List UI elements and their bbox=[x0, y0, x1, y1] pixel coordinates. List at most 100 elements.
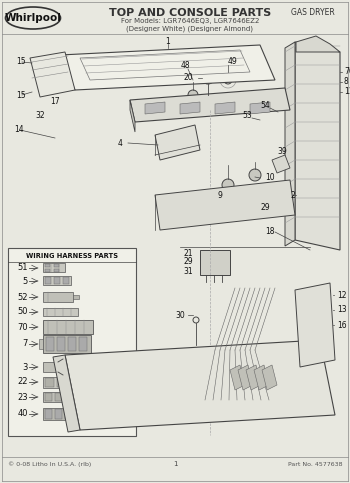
Text: 17: 17 bbox=[50, 98, 60, 106]
Polygon shape bbox=[65, 340, 335, 430]
Polygon shape bbox=[53, 355, 80, 432]
Text: 12: 12 bbox=[337, 290, 346, 299]
Bar bbox=[43, 320, 93, 334]
Polygon shape bbox=[285, 42, 295, 246]
Polygon shape bbox=[230, 365, 245, 390]
Circle shape bbox=[188, 90, 198, 100]
Polygon shape bbox=[180, 102, 200, 114]
Bar bbox=[55, 393, 62, 401]
Bar bbox=[43, 392, 73, 402]
Bar bbox=[43, 263, 65, 272]
Text: 52: 52 bbox=[18, 293, 28, 301]
Circle shape bbox=[224, 76, 232, 84]
Polygon shape bbox=[295, 283, 335, 367]
Bar bbox=[43, 408, 83, 420]
Polygon shape bbox=[215, 102, 235, 114]
Text: 29: 29 bbox=[260, 203, 270, 213]
Text: 9: 9 bbox=[217, 190, 222, 199]
Bar bbox=[43, 292, 73, 302]
Bar bbox=[57, 378, 66, 387]
Text: 53: 53 bbox=[242, 111, 252, 119]
Text: GAS DRYER: GAS DRYER bbox=[291, 8, 335, 17]
Text: © 0-08 Litho In U.S.A. (rlb): © 0-08 Litho In U.S.A. (rlb) bbox=[8, 461, 91, 467]
Text: (Designer White) (Designer Almond): (Designer White) (Designer Almond) bbox=[126, 26, 253, 32]
Bar bbox=[43, 335, 91, 353]
Polygon shape bbox=[295, 42, 340, 250]
Bar bbox=[39, 339, 43, 349]
Text: 48: 48 bbox=[180, 60, 190, 70]
Polygon shape bbox=[250, 102, 270, 114]
Text: 4: 4 bbox=[118, 139, 122, 147]
Text: 20: 20 bbox=[183, 73, 193, 83]
Bar bbox=[43, 276, 71, 285]
Polygon shape bbox=[155, 180, 295, 230]
Text: 16: 16 bbox=[337, 321, 346, 329]
Text: 7: 7 bbox=[23, 340, 28, 349]
Polygon shape bbox=[60, 45, 275, 90]
Text: 51: 51 bbox=[18, 264, 28, 272]
Polygon shape bbox=[296, 36, 340, 52]
Bar bbox=[45, 269, 50, 272]
Text: 13: 13 bbox=[337, 306, 346, 314]
Text: 15: 15 bbox=[16, 90, 26, 99]
Bar bbox=[46, 337, 54, 351]
Circle shape bbox=[249, 169, 261, 181]
Text: 2: 2 bbox=[290, 190, 295, 199]
Text: WIRING HARNESS PARTS: WIRING HARNESS PARTS bbox=[26, 253, 118, 259]
Text: 21: 21 bbox=[183, 248, 193, 257]
Text: 8: 8 bbox=[344, 77, 349, 86]
Bar bbox=[73, 295, 79, 299]
Text: 18: 18 bbox=[265, 227, 275, 237]
Bar bbox=[43, 308, 78, 316]
Polygon shape bbox=[30, 52, 75, 97]
Bar bbox=[54, 269, 59, 272]
Text: 40: 40 bbox=[18, 410, 28, 418]
Bar bbox=[57, 337, 65, 351]
Text: 50: 50 bbox=[18, 308, 28, 316]
Text: 11: 11 bbox=[344, 87, 350, 97]
Text: 54: 54 bbox=[260, 100, 270, 110]
Text: 49: 49 bbox=[228, 57, 238, 67]
Bar bbox=[65, 409, 72, 419]
Text: TOP AND CONSOLE PARTS: TOP AND CONSOLE PARTS bbox=[109, 8, 271, 18]
Text: Part No. 4577638: Part No. 4577638 bbox=[287, 461, 342, 467]
Bar bbox=[45, 393, 52, 401]
Bar bbox=[43, 377, 68, 388]
Text: 29: 29 bbox=[183, 257, 193, 267]
Polygon shape bbox=[262, 365, 277, 390]
Bar bbox=[68, 337, 76, 351]
Text: 23: 23 bbox=[18, 393, 28, 401]
Polygon shape bbox=[130, 100, 135, 132]
Polygon shape bbox=[246, 365, 261, 390]
Text: 1: 1 bbox=[173, 461, 177, 467]
Bar bbox=[79, 337, 87, 351]
Circle shape bbox=[206, 76, 210, 80]
Bar bbox=[8, 248, 136, 436]
Polygon shape bbox=[254, 365, 269, 390]
Polygon shape bbox=[155, 125, 200, 160]
Bar bbox=[200, 250, 230, 275]
Text: 31: 31 bbox=[183, 267, 193, 275]
Text: 70: 70 bbox=[18, 323, 28, 331]
Polygon shape bbox=[272, 155, 290, 173]
Text: 1: 1 bbox=[166, 38, 170, 46]
Bar bbox=[55, 409, 62, 419]
Polygon shape bbox=[130, 88, 290, 122]
Circle shape bbox=[222, 179, 234, 191]
Text: Whirlpool: Whirlpool bbox=[5, 13, 62, 23]
Text: 15: 15 bbox=[16, 57, 26, 67]
Text: 10: 10 bbox=[265, 173, 275, 183]
Bar bbox=[54, 277, 60, 284]
Bar bbox=[63, 277, 69, 284]
Polygon shape bbox=[145, 102, 165, 114]
Text: 76: 76 bbox=[344, 68, 350, 76]
Bar bbox=[45, 264, 50, 267]
Bar bbox=[54, 264, 59, 267]
Text: 3: 3 bbox=[23, 363, 28, 371]
Text: 22: 22 bbox=[18, 378, 28, 386]
Text: 5: 5 bbox=[23, 276, 28, 285]
Bar bbox=[65, 393, 72, 401]
Text: 39: 39 bbox=[277, 147, 287, 156]
Bar bbox=[75, 409, 82, 419]
Text: 14: 14 bbox=[14, 126, 24, 134]
